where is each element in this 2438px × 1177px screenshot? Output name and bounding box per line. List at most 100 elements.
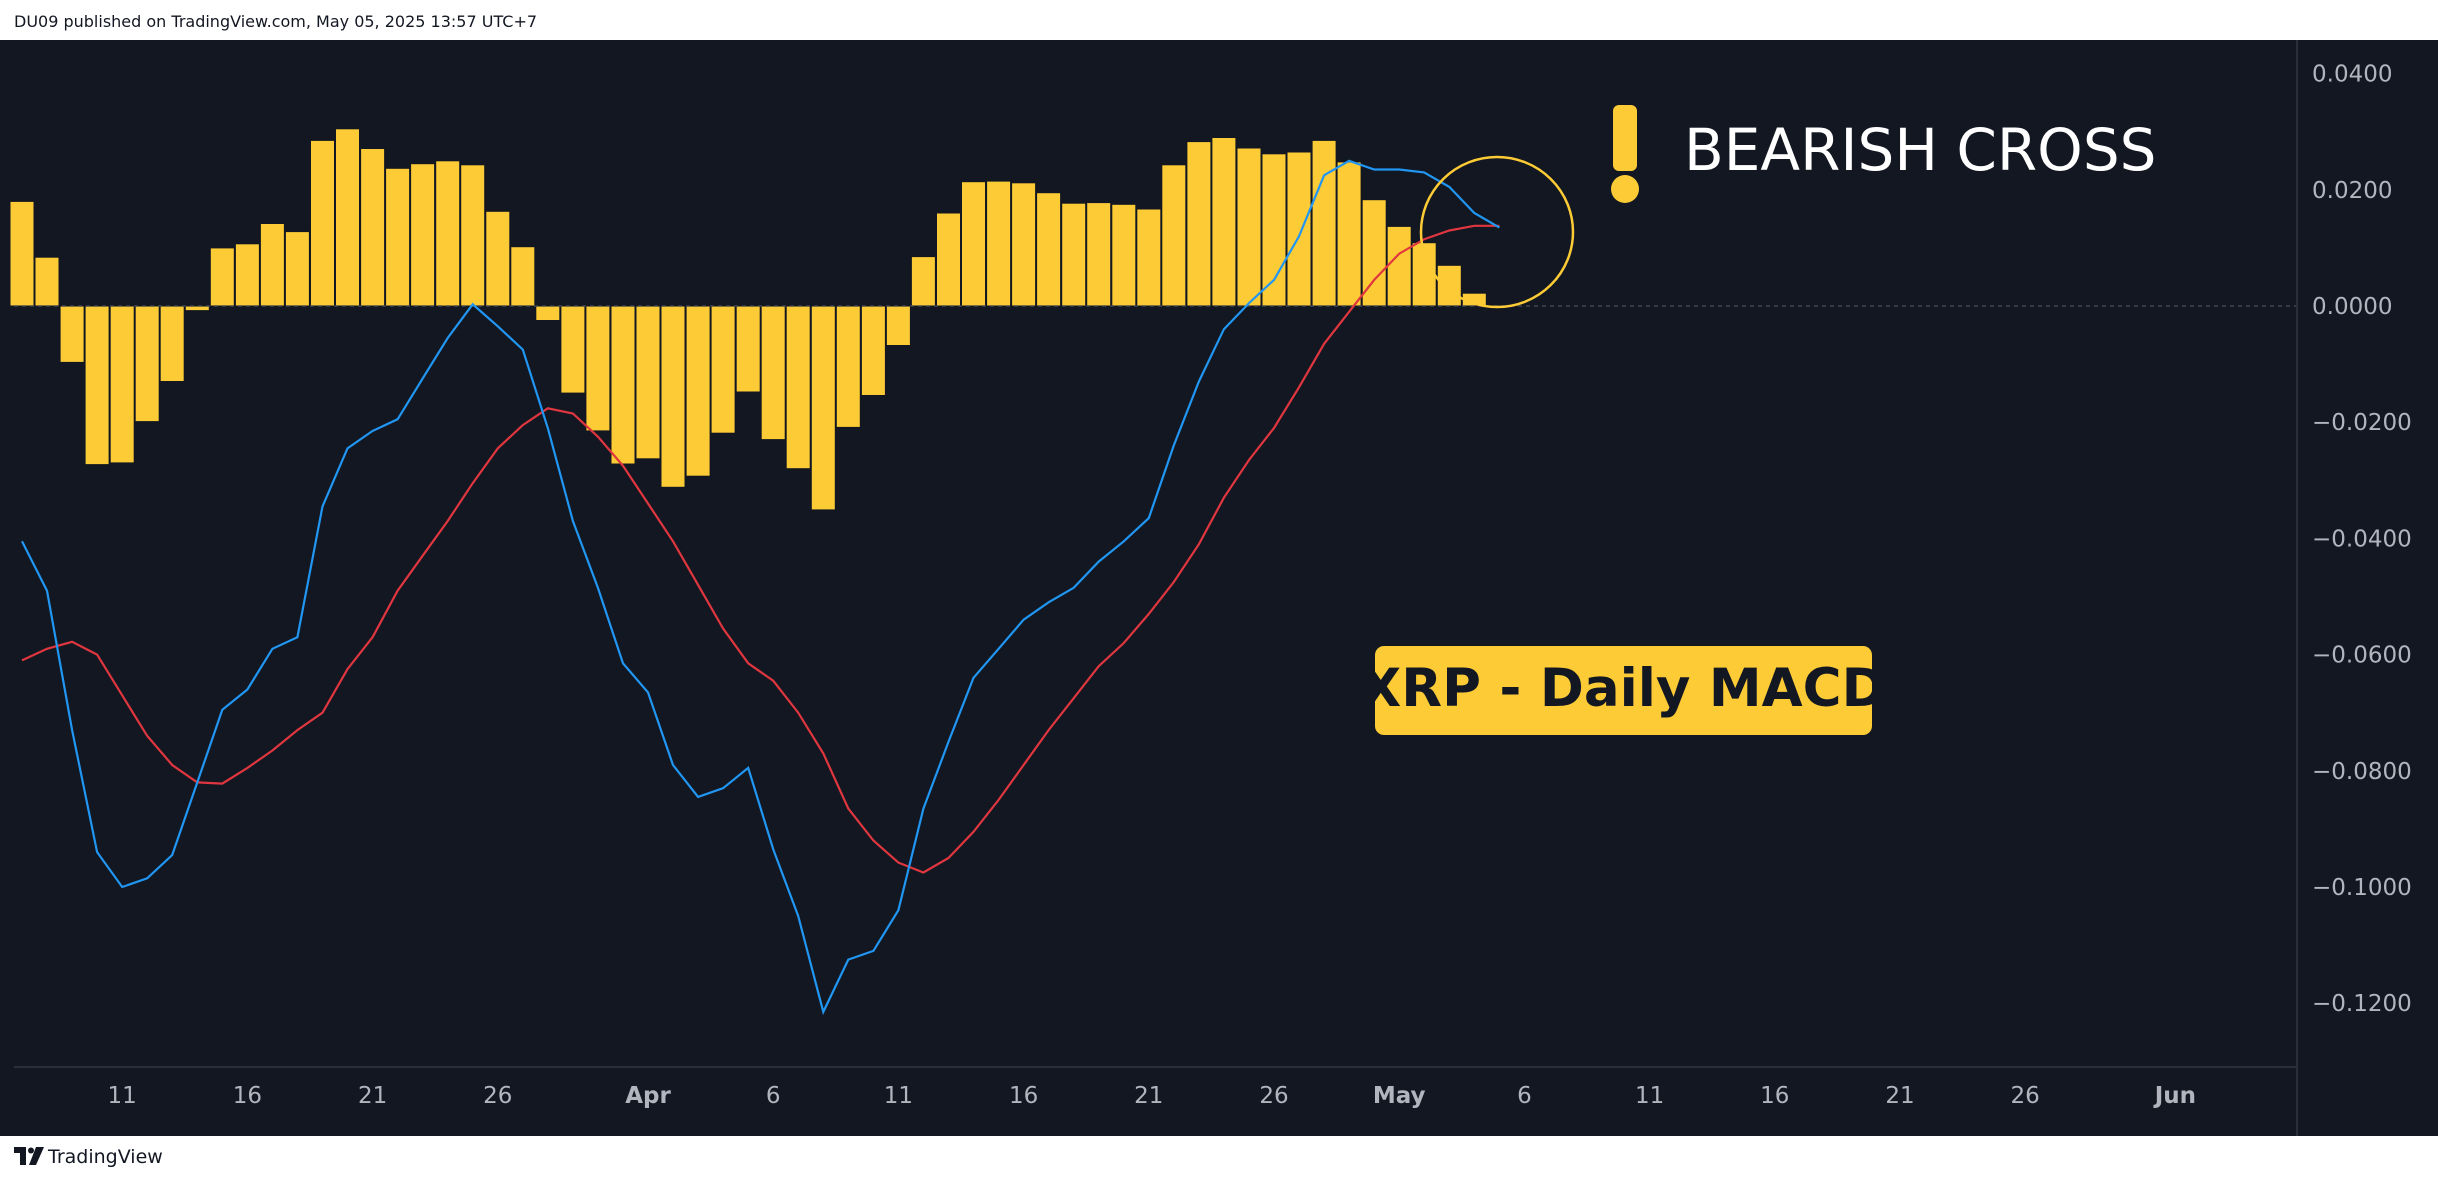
publish-bar: DU09 published on TradingView.com, May 0… — [0, 0, 2438, 40]
brand-name[interactable]: TradingView — [48, 1146, 163, 1168]
price-scale-separator — [2296, 40, 2298, 1136]
histogram-bar — [1111, 203, 1137, 307]
histogram-bar — [59, 305, 85, 363]
x-tick-label: 26 — [483, 1083, 512, 1109]
histogram-bar — [810, 305, 836, 511]
publish-text: DU09 published on TradingView.com, May 0… — [14, 12, 538, 31]
histogram-bar — [735, 305, 761, 393]
histogram-bar — [560, 305, 586, 394]
x-tick-label: Jun — [2153, 1083, 2196, 1109]
histogram-bar — [335, 128, 360, 307]
histogram-bar — [885, 305, 911, 346]
x-tick-label: 11 — [108, 1083, 137, 1109]
histogram-bar — [284, 231, 310, 307]
histogram-bar — [9, 200, 35, 307]
histogram-bar — [585, 305, 611, 432]
histogram-bar — [936, 212, 961, 307]
histogram-bar — [986, 180, 1012, 307]
histogram-bar — [961, 181, 986, 307]
histogram-bar — [785, 305, 811, 470]
histogram-bar — [635, 305, 661, 460]
histogram-bar — [1261, 153, 1287, 307]
y-tick-label: −0.0200 — [2312, 410, 2412, 436]
histogram-bar — [134, 305, 160, 423]
histogram-bar — [1286, 151, 1312, 307]
histogram-bar — [910, 256, 936, 307]
y-tick-label: −0.0800 — [2312, 759, 2412, 785]
histogram-bar — [1236, 147, 1262, 307]
signal-line — [21, 224, 1500, 874]
x-tick-label: 11 — [1635, 1083, 1664, 1109]
x-tick-label: 21 — [358, 1083, 387, 1109]
histogram-bar — [535, 305, 561, 321]
y-tick-label: −0.1000 — [2312, 875, 2412, 901]
histogram-bar — [1436, 264, 1462, 307]
x-tick-label: 16 — [1009, 1083, 1038, 1109]
x-tick-label: 6 — [1517, 1083, 1532, 1109]
macd-line — [21, 159, 1500, 1016]
histogram-bar — [234, 243, 260, 307]
histogram-bar — [610, 305, 636, 465]
y-tick-label: −0.1200 — [2312, 991, 2412, 1017]
histogram-bar — [1161, 164, 1187, 307]
histogram-bar — [360, 148, 386, 307]
histogram-bar — [184, 305, 210, 312]
histogram-bar — [1386, 225, 1412, 307]
histogram-bar — [860, 305, 886, 396]
x-tick-label: 11 — [884, 1083, 913, 1109]
y-tick-label: 0.0400 — [2312, 62, 2392, 88]
x-tick-label: 16 — [1760, 1083, 1789, 1109]
xrp-label-text: XRP - Daily MACD — [1360, 658, 1885, 719]
histogram-bar — [385, 167, 411, 307]
histogram-bar — [209, 247, 235, 307]
histogram-bar — [1061, 202, 1087, 307]
tradingview-logo-icon[interactable] — [14, 1147, 44, 1165]
x-tick-label: Apr — [625, 1083, 671, 1109]
cross-highlight-circle — [1419, 155, 1575, 309]
time-scale-separator — [14, 1066, 2296, 1068]
histogram-bar — [1211, 137, 1237, 307]
histogram-bar — [510, 246, 536, 307]
x-tick-label: 26 — [2011, 1083, 2040, 1109]
histogram-bar — [159, 305, 185, 382]
footer-bar: TradingView — [0, 1136, 2438, 1177]
histogram-bar — [1136, 208, 1162, 307]
xrp-label-box: XRP - Daily MACD — [1360, 646, 1886, 735]
x-tick-label: 21 — [1885, 1083, 1914, 1109]
histogram-layer — [9, 128, 1512, 511]
histogram-bar — [685, 305, 711, 477]
histogram-bar — [34, 256, 60, 307]
histogram-bar — [1036, 192, 1062, 307]
x-tick-label: 16 — [233, 1083, 262, 1109]
histogram-bar — [310, 139, 335, 307]
histogram-bar — [1186, 141, 1212, 307]
histogram-bar — [109, 305, 135, 464]
x-tick-label: 26 — [1259, 1083, 1288, 1109]
histogram-bar — [84, 305, 110, 466]
y-tick-label: 0.0000 — [2312, 294, 2392, 320]
bearish-cross-label: BEARISH CROSS — [1684, 116, 2156, 184]
histogram-bar — [835, 305, 861, 428]
y-tick-label: −0.0600 — [2312, 643, 2412, 669]
histogram-bar — [1336, 161, 1362, 307]
histogram-bar — [460, 164, 486, 307]
y-axis: 0.0400 0.0200 0.0000 −0.0200 −0.0400 −0.0600 −… — [2312, 62, 2412, 1018]
histogram-bar — [1086, 202, 1112, 307]
x-tick-label: May — [1373, 1083, 1426, 1109]
histogram-bar — [259, 223, 285, 307]
histogram-bar — [435, 160, 461, 307]
x-tick-label: 6 — [766, 1083, 781, 1109]
histogram-bar — [485, 210, 511, 307]
x-tick-label: 21 — [1134, 1083, 1163, 1109]
histogram-bar — [1011, 182, 1037, 307]
warning-icon — [1611, 105, 1639, 203]
histogram-bar — [710, 305, 736, 434]
histogram-bar — [660, 305, 686, 488]
histogram-bar — [760, 305, 786, 441]
histogram-bar — [410, 163, 436, 307]
x-axis: 11 16 21 26 Apr 6 11 16 21 26 May 6 11 16 21 26 Jun — [108, 1083, 2196, 1109]
histogram-bar — [1311, 139, 1337, 307]
y-tick-label: −0.0400 — [2312, 526, 2412, 552]
y-tick-label: 0.0200 — [2312, 178, 2392, 204]
